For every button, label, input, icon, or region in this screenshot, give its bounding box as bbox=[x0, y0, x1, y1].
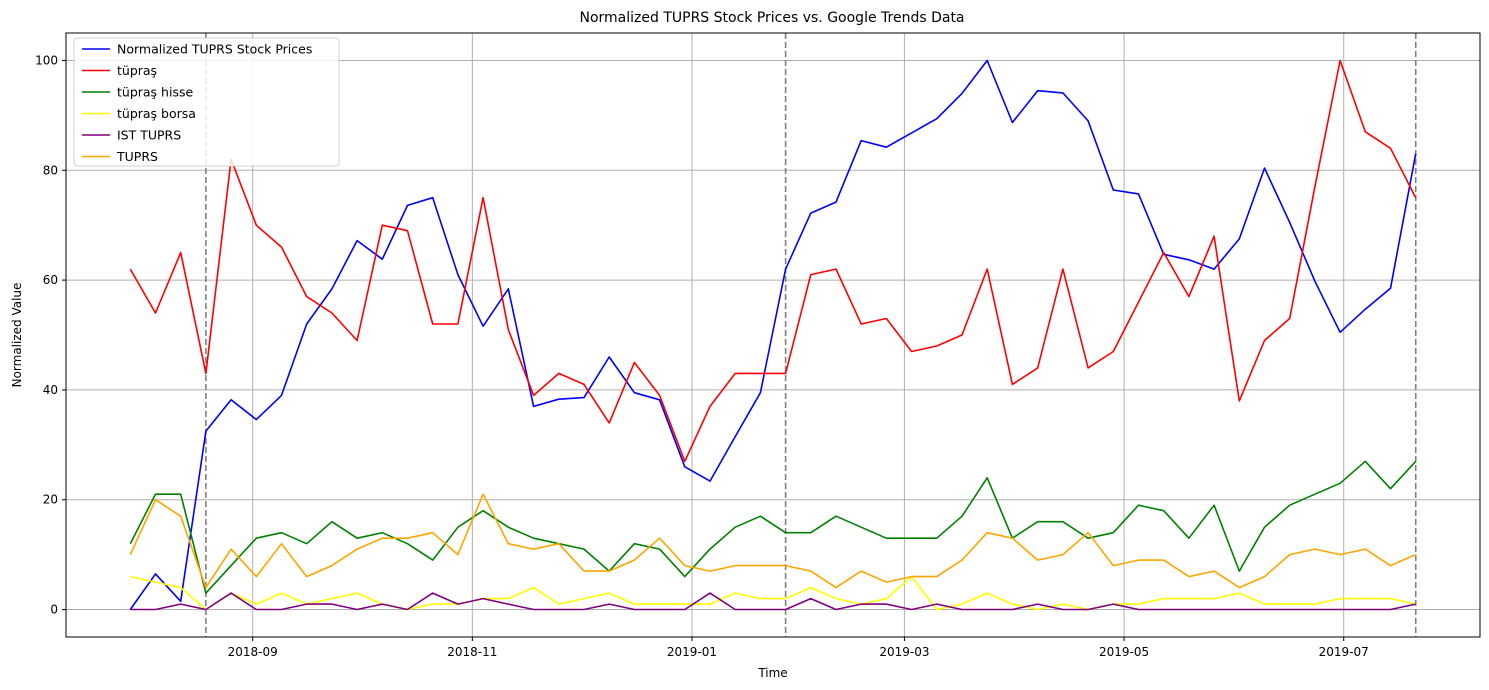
legend-label: Normalized TUPRS Stock Prices bbox=[117, 42, 312, 57]
y-tick-label: 20 bbox=[43, 493, 58, 507]
series-lines bbox=[129, 59, 1417, 611]
series-line-1 bbox=[129, 59, 1417, 463]
x-axis: 2018-09 2018-11 2019-01 2019-03 2019-05 2019-… bbox=[228, 637, 1369, 659]
y-axis: 0 20 40 60 80 100 bbox=[35, 53, 66, 617]
y-tick-label: 80 bbox=[43, 163, 58, 177]
x-tick-label: 2018-11 bbox=[447, 645, 497, 659]
series-line-5 bbox=[129, 493, 1417, 589]
y-tick-label: 40 bbox=[43, 383, 58, 397]
legend-box bbox=[73, 37, 340, 167]
x-tick-label: 2019-01 bbox=[667, 645, 717, 659]
y-tick-label: 0 bbox=[50, 603, 58, 617]
legend-label: tüpraş bbox=[117, 63, 157, 78]
legend: Normalized TUPRS Stock Prices tüpraş tüpra… bbox=[73, 37, 340, 167]
x-tick-label: 2018-09 bbox=[228, 645, 278, 659]
y-tick-label: 100 bbox=[35, 53, 58, 67]
x-tick-label: 2019-05 bbox=[1099, 645, 1149, 659]
x-tick-label: 2019-03 bbox=[879, 645, 929, 659]
legend-label: IST TUPRS bbox=[117, 128, 181, 143]
legend-label: tüpraş borsa bbox=[117, 106, 196, 121]
x-axis-title: Time bbox=[757, 666, 787, 680]
legend-label: TUPRS bbox=[116, 149, 158, 164]
legend-label: tüpraş hisse bbox=[117, 85, 193, 100]
y-axis-title: Normalized Value bbox=[10, 283, 24, 388]
vertical-markers bbox=[205, 33, 1417, 637]
x-tick-label: 2019-07 bbox=[1319, 645, 1369, 659]
series-line-4 bbox=[130, 592, 1416, 611]
plot-frame bbox=[65, 32, 1481, 638]
chart-title: Normalized TUPRS Stock Prices vs. Google… bbox=[579, 10, 964, 26]
series-line-3 bbox=[130, 575, 1416, 611]
y-tick-label: 60 bbox=[43, 273, 58, 287]
series-line-2 bbox=[129, 460, 1417, 594]
